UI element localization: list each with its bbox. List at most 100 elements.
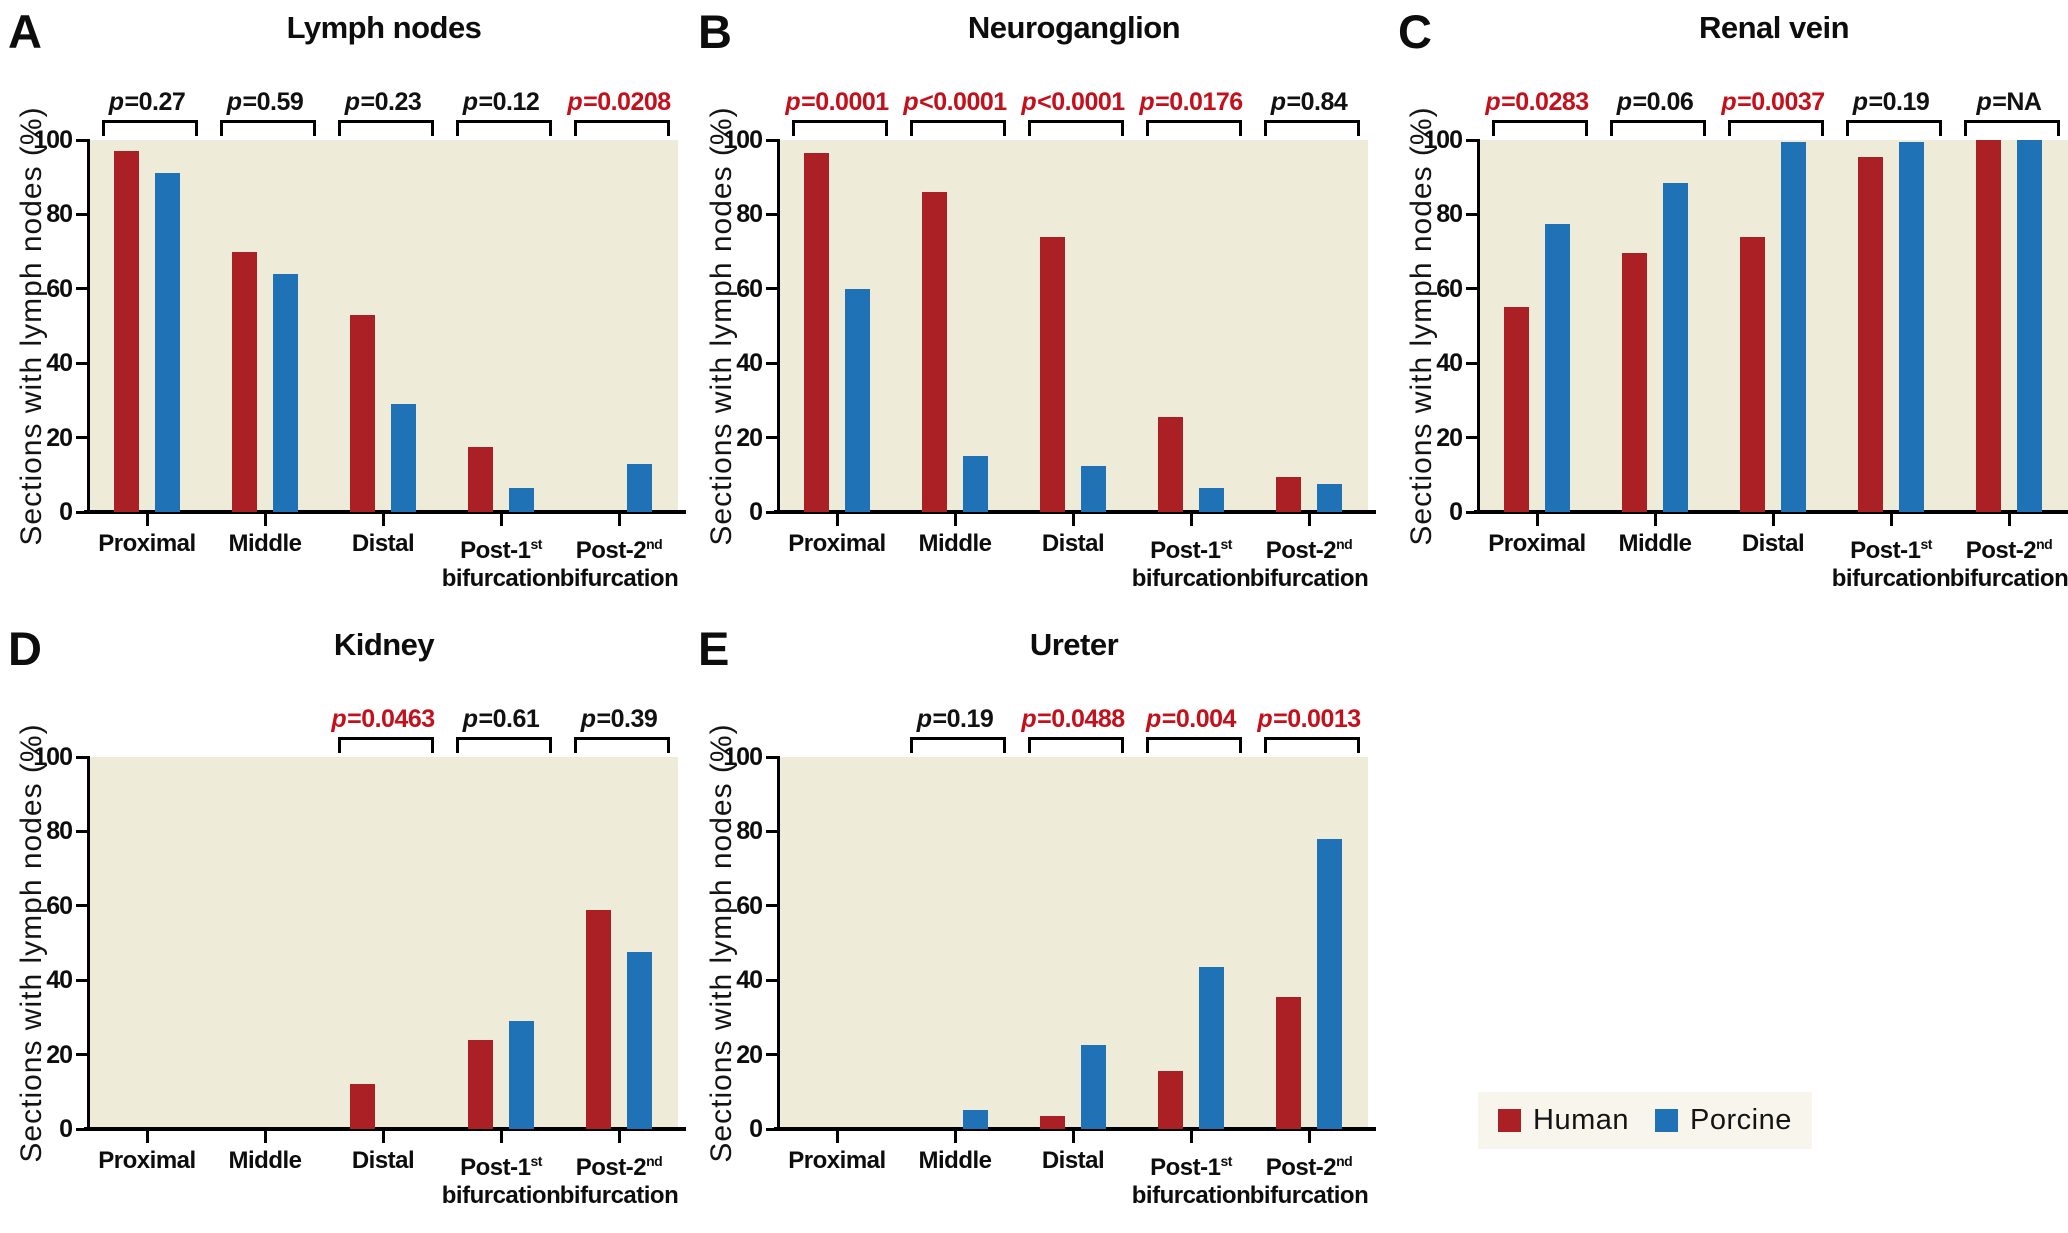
y-tick-label: 20 (46, 1040, 73, 1069)
y-tick-label: 40 (46, 966, 73, 995)
chart-title-neuroganglion: Neuroganglion (967, 10, 1181, 45)
p-value-text: =0.0488 (1037, 705, 1125, 733)
x-tick-label: Proximal (62, 1147, 232, 1175)
p-value-text: =0.0463 (347, 705, 435, 733)
legend-label-human: Human (1533, 1104, 1629, 1136)
x-tick-label: Post-1st bifurcation (1806, 530, 1976, 593)
significance-bracket-proximal (1492, 120, 1588, 136)
y-tick-label: 40 (736, 349, 763, 378)
y-tick (76, 904, 90, 908)
x-tick-label: Proximal (62, 530, 232, 558)
x-tick-label-line1: Proximal (98, 1147, 196, 1174)
p-value-label-post-1st-bifurcation: p=0.0176 (1116, 88, 1266, 116)
p-symbol: p (344, 88, 360, 116)
bar-human-post-1st-bifurcation (468, 1039, 493, 1129)
y-axis-label: Sections with lymph nodes (%) (15, 723, 48, 1163)
x-tick (1653, 514, 1657, 526)
p-symbol: p (916, 705, 932, 733)
bar-human-post-1st-bifurcation (468, 446, 493, 512)
p-value-text: <0.0001 (919, 88, 1007, 116)
x-tick-label-line1: Middle (918, 530, 993, 557)
y-tick-label: 80 (736, 817, 763, 846)
x-tick-label: Post-2nd bifurcation (534, 530, 704, 593)
y-tick (76, 287, 90, 291)
x-tick-label-line2: bifurcation (441, 1182, 561, 1209)
x-tick-label-line1: Post-2nd (1265, 1153, 1353, 1181)
y-tick (766, 1053, 780, 1057)
bar-porcine-middle (963, 1110, 988, 1129)
p-symbol: p (580, 705, 596, 733)
bar-porcine-post-2nd-bifurcation (627, 952, 652, 1129)
x-tick-label: Middle (180, 530, 350, 558)
p-value-label-proximal: p=0.0001 (762, 88, 912, 116)
chart-title-ureter: Ureter (1029, 627, 1119, 662)
p-value-text: =0.23 (360, 88, 422, 116)
p-value-text: =0.0283 (1501, 88, 1589, 116)
bar-human-distal (350, 1084, 375, 1129)
y-tick (76, 361, 90, 365)
p-value-text: <0.0001 (1037, 88, 1125, 116)
y-tick-label: 0 (1449, 498, 1463, 526)
p-symbol: p (1021, 705, 1037, 733)
significance-bracket-post-1st-bifurcation (456, 120, 552, 136)
bar-porcine-post-1st-bifurcation (509, 487, 534, 512)
y-tick-label: 60 (1436, 274, 1463, 303)
y-tick-label: 80 (46, 817, 73, 846)
bar-human-post-2nd-bifurcation (1976, 140, 2001, 512)
bar-porcine-post-1st-bifurcation (1199, 967, 1224, 1129)
y-tick-label: 40 (46, 349, 73, 378)
p-symbol: p (1021, 88, 1037, 116)
y-axis-label: Sections with lymph nodes (%) (705, 106, 738, 546)
y-tick-label: 100 (723, 743, 763, 771)
axis-x-spine (774, 1127, 1376, 1131)
p-value-text: =0.0037 (1737, 88, 1825, 116)
x-tick-label-line1: Middle (918, 1147, 993, 1174)
p-value-label-middle: p=0.19 (880, 705, 1030, 733)
x-tick-label: Middle (870, 530, 1040, 558)
plot-background (780, 757, 1368, 1129)
panel-d-kidney: D Kidney Sections with lymph nodes (%) 0… (0, 617, 690, 1233)
x-tick (953, 514, 957, 526)
x-tick (835, 1131, 839, 1143)
p-value-text: =NA (1992, 88, 2042, 116)
p-value-label-proximal: p=0.27 (72, 88, 222, 116)
p-symbol: p (1270, 88, 1286, 116)
significance-bracket-middle (910, 737, 1006, 753)
x-tick (1889, 514, 1893, 526)
axis-x-spine (84, 1127, 686, 1131)
significance-bracket-post-1st-bifurcation (1146, 120, 1242, 136)
y-tick (76, 436, 90, 440)
significance-bracket-post-2nd-bifurcation (574, 737, 670, 753)
x-tick-label-line1: Middle (228, 530, 303, 557)
x-tick-label: Post-1st bifurcation (1106, 530, 1276, 593)
significance-bracket-middle (220, 120, 316, 136)
p-symbol: p (1721, 88, 1737, 116)
y-tick-label: 20 (736, 1040, 763, 1069)
x-tick (1189, 1131, 1193, 1143)
bar-porcine-proximal (1545, 223, 1570, 512)
y-tick (76, 510, 90, 514)
y-tick-label: 20 (736, 423, 763, 452)
y-tick-label: 80 (46, 200, 73, 229)
p-symbol: p (1257, 705, 1273, 733)
x-tick-label: Distal (1688, 530, 1858, 558)
x-tick-label: Distal (988, 530, 1158, 558)
axis-y-spine (87, 140, 90, 514)
x-tick-label-line2: bifurcation (441, 565, 561, 592)
x-tick-label: Distal (298, 530, 468, 558)
p-value-label-post-2nd-bifurcation: p=0.0013 (1234, 705, 1384, 733)
x-tick-label-line1: Distal (1741, 530, 1805, 557)
bar-porcine-post-2nd-bifurcation (2017, 140, 2042, 512)
x-tick-label-line1: Proximal (98, 530, 196, 557)
p-symbol: p (462, 705, 478, 733)
bar-human-proximal (1504, 307, 1529, 512)
x-tick (1071, 514, 1075, 526)
bar-porcine-distal (391, 404, 416, 512)
bar-porcine-post-1st-bifurcation (1199, 487, 1224, 512)
chart-title-lymph-nodes: Lymph nodes (286, 10, 482, 45)
p-symbol: p (1852, 88, 1868, 116)
significance-bracket-post-1st-bifurcation (1846, 120, 1942, 136)
x-tick-label: Proximal (752, 1147, 922, 1175)
x-tick (145, 514, 149, 526)
p-value-label-post-1st-bifurcation: p=0.004 (1116, 705, 1266, 733)
